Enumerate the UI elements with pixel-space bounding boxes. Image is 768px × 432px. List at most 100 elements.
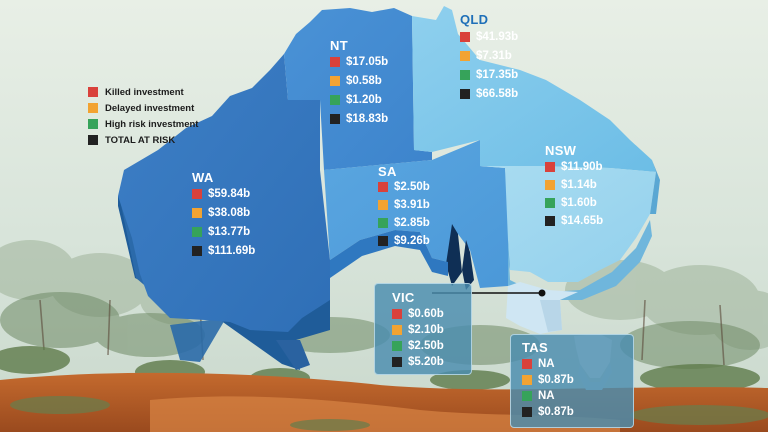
high-risk-swatch <box>88 119 98 129</box>
wa-total: $111.69b <box>192 245 255 257</box>
tas-killed-value: NA <box>538 358 555 370</box>
qld-region <box>412 6 656 172</box>
nsw-delayed: $1.14b <box>545 179 597 191</box>
vic-delayed: $2.10b <box>392 324 444 336</box>
delayed-swatch <box>522 375 532 385</box>
legend-label-high-risk: High risk investment <box>105 118 199 130</box>
sa-killed-value: $2.50b <box>394 181 430 193</box>
vic-high-risk: $2.50b <box>392 340 444 352</box>
qld-high-risk-value: $17.35b <box>476 69 519 81</box>
sa-delayed-value: $3.91b <box>394 199 430 211</box>
total-swatch <box>330 114 340 124</box>
high-risk-swatch <box>192 227 202 237</box>
killed-swatch <box>392 309 402 319</box>
high-risk-swatch <box>378 218 388 228</box>
high-risk-swatch <box>460 70 470 80</box>
nsw-delayed-value: $1.14b <box>561 179 597 191</box>
delayed-swatch <box>460 51 470 61</box>
nsw-high-risk: $1.60b <box>545 197 597 209</box>
total-swatch <box>460 89 470 99</box>
nt-region <box>284 8 432 170</box>
wa-killed-value: $59.84b <box>208 188 251 200</box>
delayed-swatch <box>378 200 388 210</box>
nsw-total-value: $14.65b <box>561 215 604 227</box>
legend-label-delayed: Delayed investment <box>105 102 195 114</box>
qld-high-risk: $17.35b <box>460 69 518 81</box>
wa-delayed-value: $38.08b <box>208 207 251 219</box>
sa-delayed: $3.91b <box>378 199 430 211</box>
state-name-vic: VIC <box>392 290 415 305</box>
sa-total-value: $9.26b <box>394 235 430 247</box>
wa-high-risk-value: $13.77b <box>208 226 251 238</box>
legend-item-delayed: Delayed investment <box>88 100 198 116</box>
nsw-killed-value: $11.90b <box>561 161 603 173</box>
tas-delayed: $0.87b <box>522 374 574 386</box>
state-name-wa: WA <box>192 170 214 185</box>
total-swatch <box>545 216 555 226</box>
wa-high-risk: $13.77b <box>192 226 250 238</box>
delayed-swatch <box>88 103 98 113</box>
tas-delayed-value: $0.87b <box>538 374 574 386</box>
sa-total: $9.26b <box>378 235 430 247</box>
tas-high-risk: NA <box>522 390 555 402</box>
nsw-total: $14.65b <box>545 215 603 227</box>
killed-swatch <box>330 57 340 67</box>
total-swatch <box>392 357 402 367</box>
vic-killed: $0.60b <box>392 308 444 320</box>
qld-total: $66.58b <box>460 88 518 100</box>
tas-killed: NA <box>522 358 555 370</box>
wa-south-side <box>170 318 226 362</box>
nt-high-risk-value: $1.20b <box>346 94 382 106</box>
sa-region <box>324 140 512 288</box>
delayed-swatch <box>192 208 202 218</box>
state-name-qld: QLD <box>460 12 489 27</box>
high-risk-swatch <box>545 198 555 208</box>
nt-high-risk: $1.20b <box>330 94 382 106</box>
tas-total: $0.87b <box>522 406 574 418</box>
delayed-swatch <box>545 180 555 190</box>
vic-total-value: $5.20b <box>408 356 444 368</box>
wa-total-value: $111.69b <box>208 245 256 257</box>
total-swatch <box>88 135 98 145</box>
killed-swatch <box>378 182 388 192</box>
legend-item-high-risk: High risk investment <box>88 116 198 132</box>
sa-high-risk: $2.85b <box>378 217 430 229</box>
delayed-swatch <box>330 76 340 86</box>
nt-delayed-value: $0.58b <box>346 75 382 87</box>
nsw-region <box>480 166 656 282</box>
qld-killed: $41.93b <box>460 31 518 43</box>
qld-total-value: $66.58b <box>476 88 519 100</box>
nt-killed: $17.05b <box>330 56 388 68</box>
state-name-nsw: NSW <box>545 143 577 158</box>
qld-killed-value: $41.93b <box>476 31 519 43</box>
vic-box <box>374 283 472 375</box>
killed-swatch <box>522 359 532 369</box>
total-swatch <box>378 236 388 246</box>
total-swatch <box>522 407 532 417</box>
total-swatch <box>192 246 202 256</box>
vic-high-risk-value: $2.50b <box>408 340 444 352</box>
vic-total: $5.20b <box>392 356 444 368</box>
tas-total-value: $0.87b <box>538 406 574 418</box>
legend-item-killed: Killed investment <box>88 84 198 100</box>
legend-label-killed: Killed investment <box>105 86 184 98</box>
delayed-swatch <box>392 325 402 335</box>
sa-high-risk-value: $2.85b <box>394 217 430 229</box>
wa-delayed: $38.08b <box>192 207 250 219</box>
nt-total-value: $18.83b <box>346 113 389 125</box>
qld-delayed-value: $7.31b <box>476 50 512 62</box>
nsw-killed: $11.90b <box>545 161 603 173</box>
high-risk-swatch <box>522 391 532 401</box>
sa-killed: $2.50b <box>378 181 430 193</box>
vic-delayed-value: $2.10b <box>408 324 444 336</box>
high-risk-swatch <box>392 341 402 351</box>
nt-total: $18.83b <box>330 113 388 125</box>
wa-region <box>118 54 330 332</box>
state-name-nt: NT <box>330 38 348 53</box>
legend-item-total: TOTAL AT RISK <box>88 132 198 148</box>
nt-delayed: $0.58b <box>330 75 382 87</box>
state-name-sa: SA <box>378 164 397 179</box>
killed-swatch <box>460 32 470 42</box>
